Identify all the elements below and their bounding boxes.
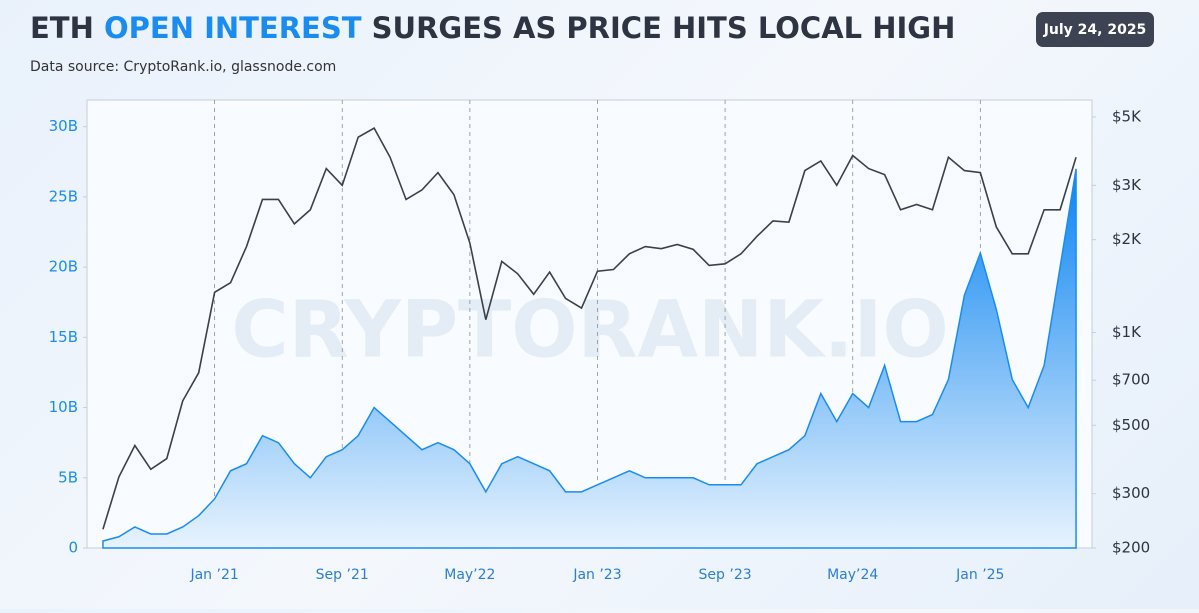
watermark: CRYPTORANK.IO bbox=[231, 285, 948, 375]
y-tick-label: 20B bbox=[49, 258, 78, 276]
line bbox=[102, 127, 1077, 530]
x-tick-label: Sep ’21 bbox=[316, 567, 369, 583]
y-tick-label: 15B bbox=[49, 328, 78, 346]
y2-tick-label: $1K bbox=[1112, 323, 1142, 341]
x-tick-label: Jan ’23 bbox=[572, 567, 621, 583]
title-part: OPEN INTEREST bbox=[104, 11, 362, 45]
y2-tick-label: $2K bbox=[1112, 230, 1142, 248]
y-tick-label: 30B bbox=[49, 117, 78, 135]
date-badge bbox=[1036, 12, 1154, 47]
y2-tick-label: $5K bbox=[1112, 107, 1142, 125]
x-tick-label: Jan ’25 bbox=[955, 567, 1004, 583]
x-tick-label: May’22 bbox=[444, 567, 495, 583]
y-tick-label: 5B bbox=[58, 468, 78, 486]
y2-tick-label: $500 bbox=[1112, 416, 1150, 434]
y2-tick-label: $300 bbox=[1112, 484, 1150, 502]
title-part: ETH bbox=[30, 11, 94, 45]
chart-title: ETH OPEN INTEREST SURGES AS PRICE HITS L… bbox=[30, 11, 955, 45]
title-part: SURGES AS PRICE HITS LOCAL HIGH bbox=[372, 11, 956, 45]
x-tick-label: Jan ’21 bbox=[189, 567, 238, 583]
y-tick-label: 0 bbox=[68, 539, 78, 557]
date-badge-text: July 24, 2025 bbox=[1043, 22, 1147, 38]
y-tick-label: 25B bbox=[49, 187, 78, 205]
y2-tick-label: $700 bbox=[1112, 371, 1150, 389]
y2-tick-label: $3K bbox=[1112, 176, 1142, 194]
y-tick-label: 10B bbox=[49, 398, 78, 416]
area bbox=[102, 168, 1077, 549]
subtitle: Data source: CryptoRank.io, glassnode.co… bbox=[30, 59, 336, 75]
x-tick-label: Sep ’23 bbox=[699, 567, 752, 583]
y2-tick-label: $200 bbox=[1112, 539, 1150, 557]
x-tick-label: May’24 bbox=[827, 567, 878, 583]
